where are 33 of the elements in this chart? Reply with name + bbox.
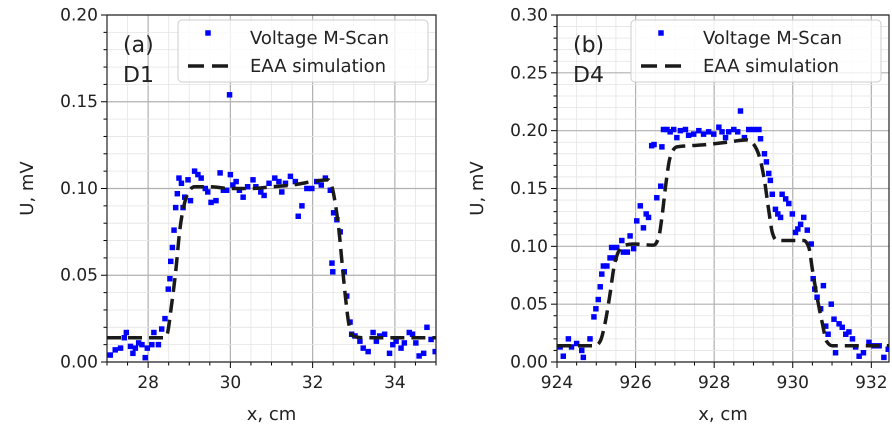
x-axis-title: x, cm (246, 404, 296, 425)
annotation: (a) (123, 33, 154, 58)
x-tick-label: 30 (220, 373, 242, 393)
y-tick-label: 0.15 (510, 178, 548, 199)
legend-label: EAA simulation (250, 56, 386, 77)
legend-label: EAA simulation (703, 56, 840, 77)
y-tick-label: 0.05 (510, 294, 548, 315)
x-tick-label: 932 (855, 373, 888, 393)
y-tick-label: 0.00 (510, 352, 548, 372)
x-tick-label: 924 (540, 373, 574, 393)
annotation: D1 (123, 63, 154, 88)
y-axis-title: U, mV (17, 160, 38, 216)
y-tick-label: 0.15 (60, 92, 98, 112)
x-tick-label: 28 (137, 373, 159, 393)
x-tick-label: 928 (698, 373, 730, 393)
x-tick-label: 34 (384, 373, 406, 393)
y-tick-label: 0.00 (60, 352, 98, 372)
x-tick-label: 930 (776, 373, 809, 393)
y-tick-label: 0.05 (60, 266, 98, 286)
x-tick-label: 32 (302, 373, 324, 393)
x-tick-label: 926 (619, 373, 652, 393)
annotation: (b) (573, 33, 604, 58)
x-axis-title: x, cm (698, 404, 748, 425)
y-tick-label: 0.10 (510, 236, 548, 257)
legend-label: Voltage M-Scan (703, 28, 842, 49)
y-axis-title: U, mV (467, 160, 488, 216)
y-tick-label: 0.25 (510, 63, 548, 84)
y-tick-label: 0.20 (510, 121, 548, 142)
y-tick-label: 0.10 (60, 178, 98, 199)
y-tick-label: 0.30 (510, 5, 548, 26)
y-tick-label: 0.20 (60, 5, 98, 26)
annotation: D4 (573, 63, 604, 88)
legend-label: Voltage M-Scan (250, 28, 390, 49)
